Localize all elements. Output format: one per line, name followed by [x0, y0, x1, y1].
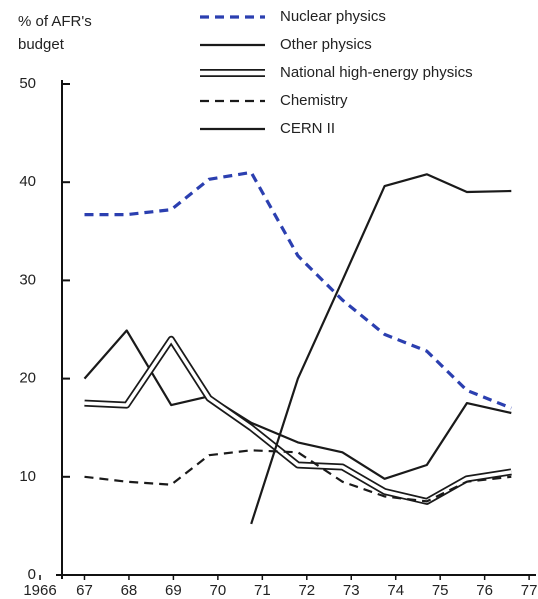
y-tick-label: 40 [19, 173, 36, 190]
series-line [250, 173, 512, 525]
y-axis-label: budget [18, 36, 65, 53]
series-line [83, 329, 512, 480]
series-line [84, 449, 512, 503]
y-tick-label: 20 [19, 370, 36, 387]
x-tick-label: 70 [210, 582, 227, 599]
series-line-inner [84, 337, 512, 504]
x-tick-label: 75 [432, 582, 449, 599]
x-tick-label: 67 [76, 582, 93, 599]
y-tick-label: 10 [19, 468, 36, 485]
x-tick-label: 68 [121, 582, 138, 599]
y-tick-label: 50 [19, 75, 36, 92]
x-tick-label: 76 [476, 582, 493, 599]
legend-label: National high-energy physics [280, 64, 473, 81]
series-line [84, 335, 512, 505]
x-tick-label: 69 [165, 582, 182, 599]
y-axis-label: % of AFR's [18, 13, 92, 30]
legend-label: CERN II [280, 120, 335, 137]
series-line [84, 170, 512, 410]
x-tick-label: 73 [343, 582, 360, 599]
legend-label: Other physics [280, 36, 372, 53]
legend-label: Chemistry [280, 92, 348, 109]
y-tick-label: 30 [19, 271, 36, 288]
x-tick-label: 74 [387, 582, 404, 599]
x-tick-label: 1966 [23, 582, 56, 599]
y-tick-label: 0 [28, 566, 36, 583]
x-tick-label: 72 [298, 582, 315, 599]
x-tick-label: 77 [521, 582, 538, 599]
legend-label: Nuclear physics [280, 8, 386, 25]
x-tick-label: 71 [254, 582, 271, 599]
